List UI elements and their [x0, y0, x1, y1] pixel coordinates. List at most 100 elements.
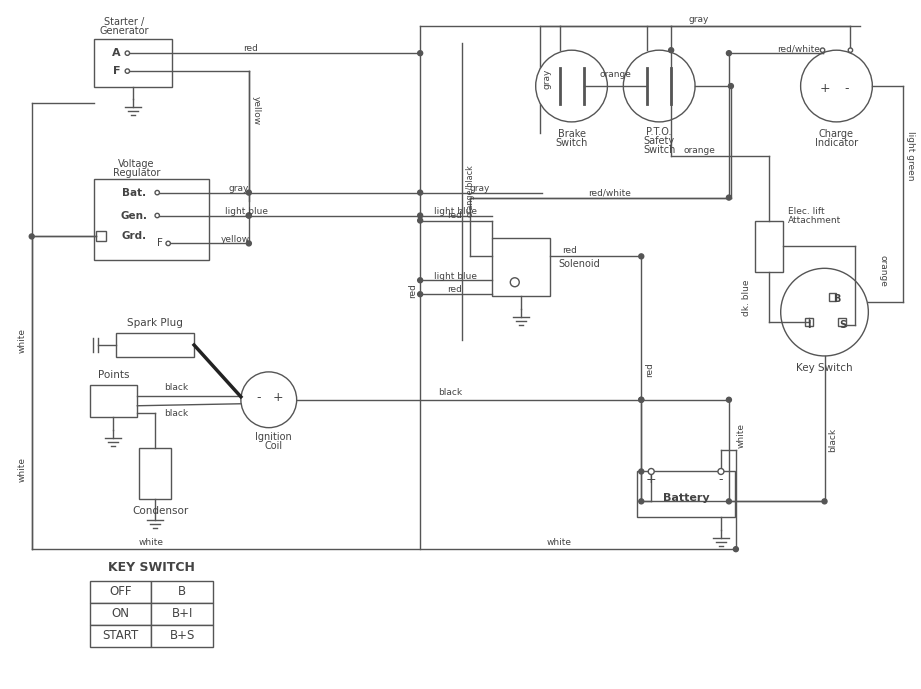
Circle shape	[848, 48, 853, 52]
Text: black: black	[438, 389, 462, 398]
Text: Solenoid: Solenoid	[559, 259, 600, 269]
Circle shape	[639, 469, 644, 474]
Text: Spark Plug: Spark Plug	[127, 318, 183, 328]
Circle shape	[417, 218, 423, 223]
Text: light green: light green	[905, 131, 915, 181]
Text: Grd.: Grd.	[122, 232, 146, 241]
Text: Regulator: Regulator	[112, 167, 160, 178]
Bar	[97, 232, 107, 241]
Text: -: -	[257, 391, 261, 404]
Text: red: red	[448, 211, 462, 220]
Text: OFF: OFF	[109, 586, 132, 599]
Text: red: red	[645, 362, 654, 378]
Bar	[492, 238, 550, 296]
Text: white: white	[17, 457, 27, 482]
Circle shape	[246, 213, 251, 218]
Circle shape	[246, 241, 251, 246]
Text: Elec. lift: Elec. lift	[787, 207, 824, 216]
Circle shape	[639, 499, 644, 504]
Bar	[151, 625, 213, 647]
Bar	[151, 603, 213, 625]
Text: red: red	[408, 282, 416, 298]
Bar	[116, 333, 194, 357]
Circle shape	[246, 190, 251, 195]
Bar	[805, 318, 812, 326]
Text: red: red	[448, 285, 462, 294]
Circle shape	[821, 48, 824, 52]
Text: Starter /: Starter /	[104, 17, 145, 28]
Text: +: +	[646, 473, 657, 486]
Text: Switch: Switch	[555, 138, 588, 148]
Text: Switch: Switch	[643, 145, 675, 155]
Bar	[829, 294, 836, 301]
Circle shape	[417, 190, 423, 195]
Circle shape	[417, 278, 423, 282]
Circle shape	[166, 241, 170, 245]
Text: light blue: light blue	[434, 271, 476, 281]
Circle shape	[125, 69, 130, 73]
Circle shape	[417, 213, 423, 218]
Text: KEY SWITCH: KEY SWITCH	[108, 561, 194, 574]
Bar	[151, 581, 213, 603]
Bar	[95, 178, 209, 260]
Circle shape	[718, 469, 724, 475]
Text: black: black	[164, 383, 188, 392]
Text: black: black	[164, 409, 188, 418]
Text: Charge: Charge	[819, 129, 854, 139]
Circle shape	[727, 51, 731, 56]
Circle shape	[417, 291, 423, 297]
Text: Points: Points	[98, 370, 129, 380]
Text: ON: ON	[111, 608, 129, 620]
Text: gray: gray	[542, 69, 551, 90]
Text: orange: orange	[879, 256, 888, 287]
Circle shape	[639, 398, 644, 402]
Text: I: I	[807, 320, 810, 330]
Text: Coil: Coil	[264, 440, 283, 451]
Text: S: S	[839, 320, 846, 330]
Circle shape	[29, 234, 34, 239]
Circle shape	[729, 83, 733, 88]
Text: A: A	[112, 48, 121, 58]
Circle shape	[125, 51, 130, 55]
Text: gray: gray	[689, 15, 709, 24]
Text: orange: orange	[683, 146, 715, 155]
Circle shape	[733, 546, 739, 552]
Text: light blue: light blue	[434, 207, 476, 216]
Text: white: white	[547, 537, 572, 546]
Text: dk. blue: dk. blue	[742, 280, 752, 316]
Text: B+S: B+S	[169, 629, 195, 642]
Text: +: +	[273, 391, 283, 404]
Circle shape	[624, 50, 695, 122]
Bar	[89, 625, 151, 647]
Circle shape	[510, 278, 519, 287]
Text: P.T.O.: P.T.O.	[647, 127, 672, 137]
Text: Condensor: Condensor	[132, 506, 188, 516]
Circle shape	[639, 398, 644, 402]
Circle shape	[781, 268, 869, 356]
Bar	[89, 581, 151, 603]
Text: red/white: red/white	[588, 188, 631, 197]
Circle shape	[639, 254, 644, 259]
Circle shape	[417, 51, 423, 56]
Text: yellow: yellow	[220, 235, 250, 244]
Circle shape	[800, 50, 872, 122]
Text: orange/black: orange/black	[465, 164, 474, 217]
Bar	[637, 471, 735, 517]
Circle shape	[155, 214, 159, 218]
Text: Key Switch: Key Switch	[797, 363, 853, 373]
Text: +: +	[819, 81, 830, 94]
Text: -: -	[718, 473, 723, 486]
Bar	[89, 603, 151, 625]
Circle shape	[155, 190, 159, 195]
Circle shape	[727, 499, 731, 504]
Circle shape	[727, 195, 731, 200]
Bar	[838, 318, 846, 326]
Text: F: F	[112, 66, 120, 76]
Bar	[95, 39, 172, 87]
Bar	[89, 385, 137, 417]
Circle shape	[822, 499, 827, 504]
Circle shape	[536, 50, 608, 122]
Text: white: white	[17, 327, 27, 353]
Circle shape	[246, 213, 251, 218]
Text: white: white	[139, 537, 164, 546]
